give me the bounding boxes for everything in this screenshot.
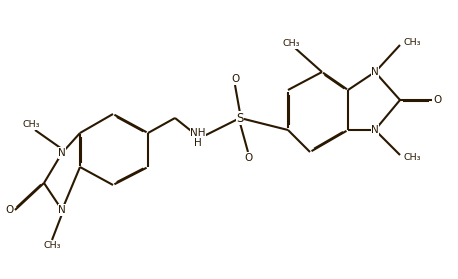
Text: CH₃: CH₃ [404, 39, 421, 47]
Text: CH₃: CH₃ [43, 242, 61, 251]
Text: CH₃: CH₃ [22, 121, 40, 129]
Text: S: S [236, 112, 244, 124]
Text: CH₃: CH₃ [404, 153, 421, 162]
Text: N: N [371, 67, 379, 77]
Text: O: O [5, 205, 13, 215]
Text: NH: NH [190, 128, 206, 138]
Text: N: N [58, 205, 66, 215]
Text: O: O [434, 95, 442, 105]
Text: O: O [231, 74, 239, 84]
Text: N: N [371, 125, 379, 135]
Text: O: O [244, 153, 252, 163]
Text: CH₃: CH₃ [282, 40, 300, 49]
Text: H: H [194, 138, 202, 148]
Text: N: N [58, 148, 66, 158]
